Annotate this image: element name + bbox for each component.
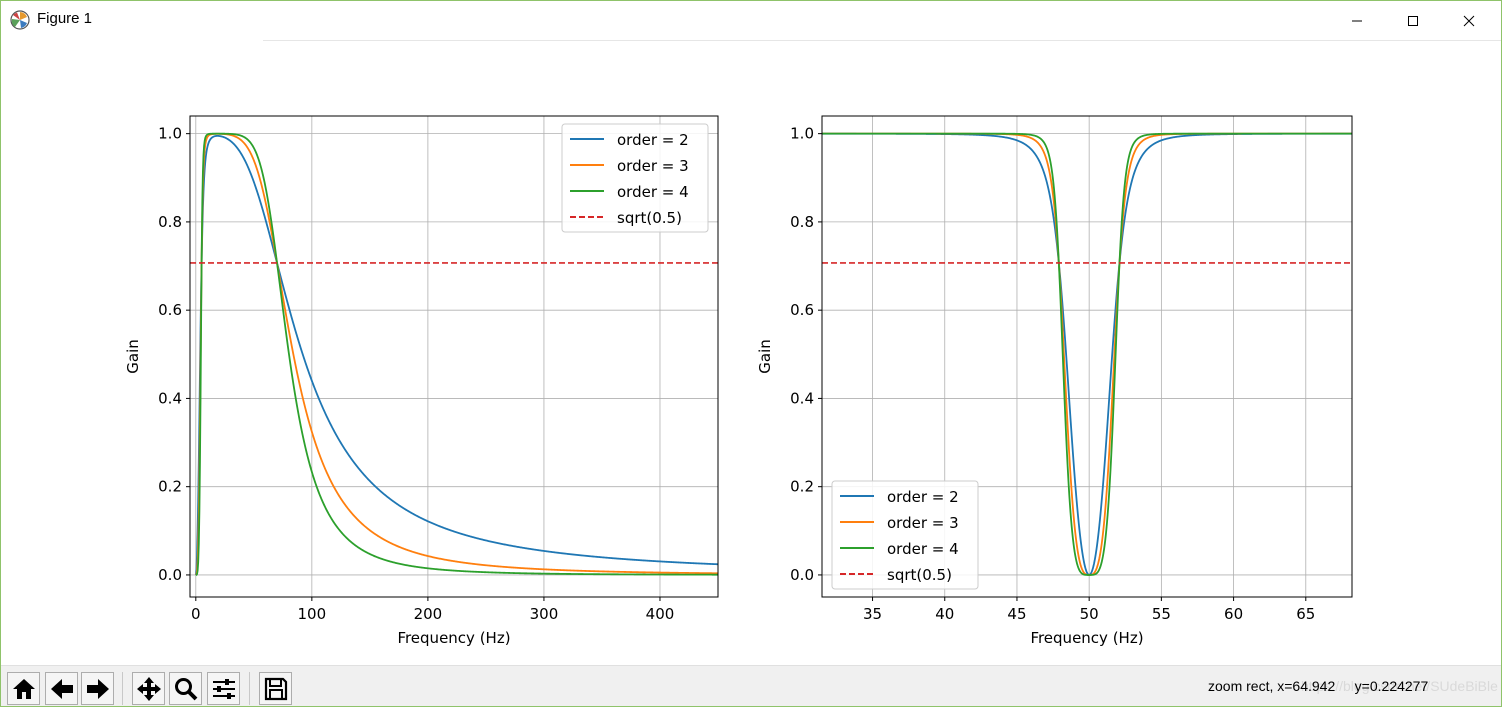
x-tick-label: 45 bbox=[1007, 605, 1026, 623]
x-tick-label: 300 bbox=[530, 605, 559, 623]
axes-1: 0 100 200 300 400 0.0 0.2 0.4 0.6 0.8 1.0 Frequency… bbox=[124, 115, 719, 647]
back-button[interactable] bbox=[45, 672, 78, 705]
legend-label: sqrt(0.5) bbox=[887, 566, 952, 584]
legend: order = 2 order = 3 order = 4 sqrt(0.5) bbox=[831, 480, 979, 590]
toolbar-separator bbox=[249, 672, 250, 705]
maximize-icon bbox=[1408, 15, 1418, 26]
minimize-button[interactable] bbox=[1329, 1, 1385, 40]
plot-area bbox=[190, 132, 718, 576]
plot-area bbox=[822, 132, 1352, 576]
title-bar: Figure 1 bbox=[1, 1, 1501, 40]
x-tick-label: 35 bbox=[863, 605, 882, 623]
x-tick-label: 55 bbox=[1152, 605, 1171, 623]
legend: order = 2 order = 3 order = 4 sqrt(0.5) bbox=[561, 123, 709, 233]
axes-2: 35 40 45 50 55 60 65 0.0 0.2 0.4 0.6 0.8 1.0 Frequenc… bbox=[756, 115, 1353, 647]
navigation-toolbar: https://blog.csdn.net/SUdeBiBle zoom rec… bbox=[1, 665, 1501, 706]
y-tick-label: 1.0 bbox=[158, 125, 182, 143]
x-tick-label: 100 bbox=[298, 605, 327, 623]
legend-label: order = 4 bbox=[887, 540, 959, 558]
legend-label: order = 2 bbox=[887, 488, 959, 506]
x-axis-label: Frequency (Hz) bbox=[1030, 629, 1143, 647]
forward-button[interactable] bbox=[81, 672, 114, 705]
home-button[interactable] bbox=[7, 672, 40, 705]
x-tick-label: 65 bbox=[1296, 605, 1315, 623]
y-axis-label: Gain bbox=[124, 339, 142, 374]
x-tick-label: 400 bbox=[646, 605, 675, 623]
close-icon bbox=[1463, 15, 1475, 26]
y-tick-label: 0.4 bbox=[790, 389, 814, 407]
axes-frame bbox=[821, 115, 1353, 598]
maximize-button[interactable] bbox=[1385, 1, 1441, 40]
y-tick-label: 0.2 bbox=[790, 478, 814, 496]
series-line-order-4 bbox=[822, 132, 1352, 576]
floppy-disk-icon bbox=[264, 677, 287, 700]
x-axis-label: Frequency (Hz) bbox=[397, 629, 510, 647]
series-line-order-3 bbox=[195, 132, 718, 576]
x-tick-label: 50 bbox=[1080, 605, 1099, 623]
series-line-order-2 bbox=[194, 134, 718, 575]
y-tick-label: 0.6 bbox=[158, 301, 182, 319]
y-tick-label: 0.0 bbox=[790, 566, 814, 584]
configure-subplots-button[interactable] bbox=[207, 672, 240, 705]
title-separator bbox=[263, 40, 1501, 41]
y-tick-label: 0.8 bbox=[790, 213, 814, 231]
y-tick-label: 0.4 bbox=[158, 389, 182, 407]
save-button[interactable] bbox=[259, 672, 292, 705]
y-axis-label: Gain bbox=[756, 339, 774, 374]
y-tick-label: 1.0 bbox=[790, 125, 814, 143]
y-tick-label: 0.2 bbox=[158, 478, 182, 496]
y-tick-label: 0.0 bbox=[158, 566, 182, 584]
home-icon bbox=[12, 678, 35, 699]
window-title: Figure 1 bbox=[37, 10, 93, 27]
matplotlib-logo-icon bbox=[10, 10, 30, 30]
legend-label: order = 4 bbox=[617, 183, 689, 201]
x-tick-label: 0 bbox=[191, 605, 201, 623]
status-readout: zoom rect, x=64.942 y=0.224277 bbox=[1208, 678, 1429, 694]
zoom-button[interactable] bbox=[169, 672, 202, 705]
legend-label: order = 3 bbox=[887, 514, 959, 532]
legend-box bbox=[561, 123, 709, 233]
close-button[interactable] bbox=[1441, 1, 1497, 40]
legend-box bbox=[831, 480, 979, 590]
y-tick-label: 0.6 bbox=[790, 301, 814, 319]
minimize-icon bbox=[1352, 20, 1362, 21]
pan-button[interactable] bbox=[132, 672, 165, 705]
x-tick-label: 40 bbox=[935, 605, 954, 623]
watermark: https://blog.csdn.net/SUdeBiBle bbox=[1301, 678, 1498, 694]
legend-label: order = 3 bbox=[617, 157, 689, 175]
x-tick-label: 60 bbox=[1224, 605, 1243, 623]
legend-label: order = 2 bbox=[617, 131, 689, 149]
forward-arrow-icon bbox=[86, 678, 109, 699]
x-tick-label: 200 bbox=[414, 605, 443, 623]
axes-frame bbox=[189, 115, 719, 598]
move-arrows-icon bbox=[136, 676, 161, 701]
y-tick-label: 0.8 bbox=[158, 213, 182, 231]
legend-label: sqrt(0.5) bbox=[617, 209, 682, 227]
magnifier-icon bbox=[174, 677, 197, 700]
back-arrow-icon bbox=[50, 678, 73, 699]
figure-canvas[interactable]: 0 100 200 300 400 0.0 0.2 0.4 0.6 0.8 1.0 Frequency… bbox=[1, 41, 1501, 665]
sliders-icon bbox=[212, 678, 235, 699]
series-line-order-4 bbox=[195, 132, 718, 576]
toolbar-separator bbox=[122, 672, 123, 705]
